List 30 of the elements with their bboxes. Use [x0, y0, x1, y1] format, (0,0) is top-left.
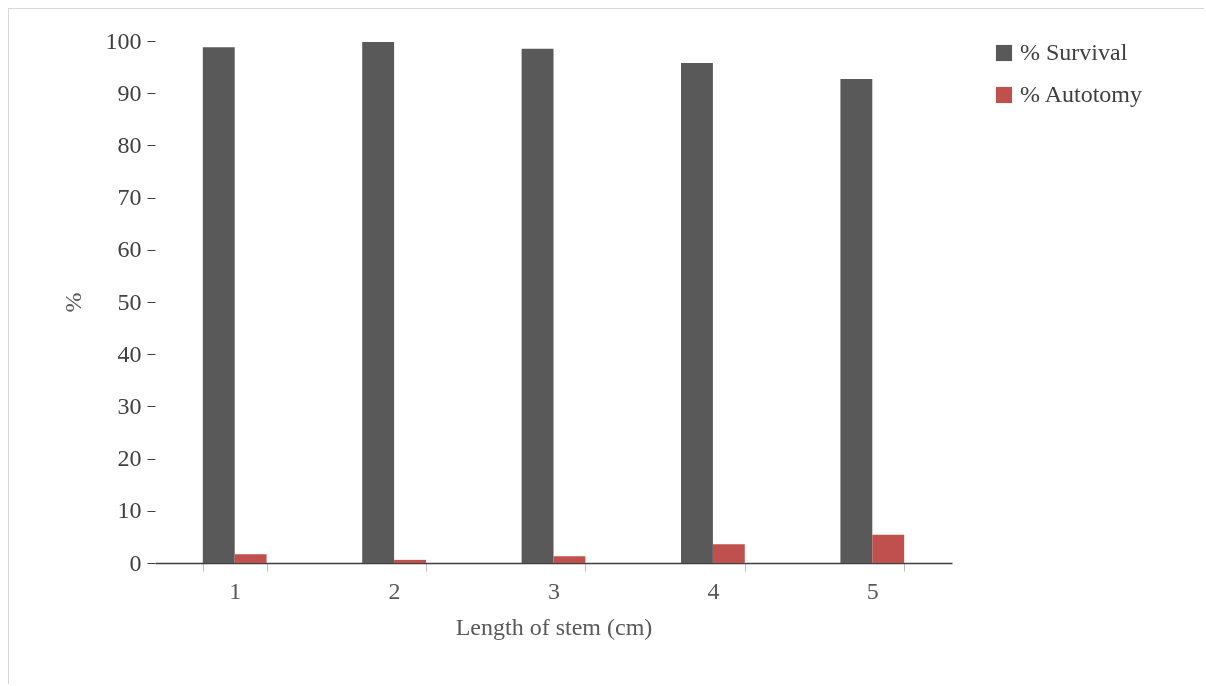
y-tick-label: 20 [117, 445, 142, 472]
x-tick-label: 3 [548, 577, 560, 604]
bar [553, 556, 586, 563]
legend-label: % Survival [1020, 39, 1128, 65]
bar [840, 79, 873, 563]
bar [362, 42, 395, 563]
legend-label: % Autotomy [1020, 81, 1143, 107]
x-tick-label: 4 [707, 577, 720, 604]
bar [394, 559, 426, 563]
y-tick-label: 50 [117, 288, 142, 315]
y-tick-label: 80 [117, 131, 142, 158]
x-tick-label: 2 [388, 577, 401, 604]
bar [712, 544, 745, 563]
x-axis-title: Length of stem (cm) [455, 613, 653, 640]
y-tick-label: 100 [105, 27, 142, 54]
x-tick-label: 1 [229, 577, 242, 604]
x-tick-label: 5 [866, 577, 879, 604]
y-tick-label: 70 [117, 184, 142, 211]
bar [234, 554, 267, 563]
bar [521, 48, 554, 563]
y-tick-label: 30 [117, 392, 142, 419]
bar [872, 534, 905, 563]
y-tick-label: 0 [129, 549, 142, 576]
y-tick-label: 40 [117, 340, 142, 367]
bar [681, 62, 713, 563]
y-tick-label: 60 [117, 236, 142, 263]
bar [202, 47, 235, 563]
y-axis-title: % [59, 292, 86, 313]
y-tick-label: 90 [117, 79, 142, 106]
y-tick-label: 10 [117, 497, 142, 524]
